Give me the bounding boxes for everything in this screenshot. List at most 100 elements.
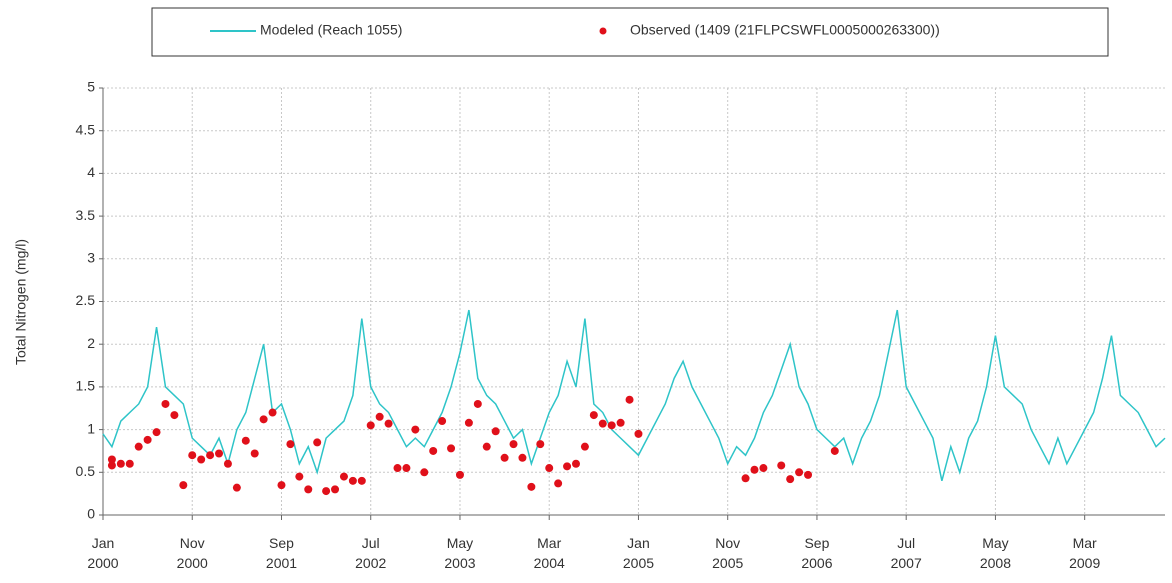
observed-point — [438, 417, 447, 426]
observed-point — [625, 395, 634, 404]
y-tick-label: 2.5 — [76, 292, 96, 308]
observed-point — [750, 465, 759, 474]
observed-point — [571, 459, 580, 468]
x-tick-label: May 2003 — [444, 535, 476, 571]
modeled-line — [102, 309, 1166, 482]
observed-point — [500, 453, 509, 462]
observed-point — [518, 453, 527, 462]
x-tick-label: Nov 2005 — [712, 535, 744, 571]
y-axis-label: Total Nitrogen (mg/l) — [13, 239, 29, 365]
observed-point — [509, 440, 518, 449]
observed-point — [295, 472, 304, 481]
observed-point — [455, 470, 464, 479]
observed-point — [313, 438, 322, 447]
observed-point — [170, 411, 179, 420]
observed-point — [447, 444, 456, 453]
observed-point — [411, 425, 420, 434]
observed-point — [741, 474, 750, 483]
y-tick-label: 0.5 — [76, 463, 96, 479]
observed-point — [250, 449, 259, 458]
legend-swatch — [599, 27, 607, 35]
observed-point — [759, 464, 768, 473]
y-tick-label: 1.5 — [76, 378, 96, 394]
observed-point — [554, 479, 563, 488]
observed-point — [393, 464, 402, 473]
observed-point — [259, 415, 268, 424]
observed-point — [143, 435, 152, 444]
observed-point — [589, 411, 598, 420]
observed-point — [580, 442, 589, 451]
observed-point — [464, 418, 473, 427]
observed-point — [527, 482, 536, 491]
x-tick-label: Jul 2002 — [355, 535, 387, 571]
observed-point — [384, 419, 393, 428]
x-tick-label: Mar 2004 — [533, 535, 565, 571]
observed-point — [286, 440, 295, 449]
observed-point — [563, 462, 572, 471]
x-tick-label: Jan 2000 — [87, 535, 119, 571]
observed-point — [795, 468, 804, 477]
observed-point — [339, 472, 348, 481]
observed-point — [107, 455, 116, 464]
y-tick-label: 3 — [87, 250, 95, 266]
observed-point — [634, 429, 643, 438]
observed-point — [223, 459, 232, 468]
y-tick-label: 5 — [87, 79, 95, 95]
x-tick-label: Mar 2009 — [1069, 535, 1101, 571]
observed-point — [830, 446, 839, 455]
observed-point — [357, 476, 366, 485]
observed-point — [375, 412, 384, 421]
observed-point — [616, 418, 625, 427]
observed-point — [429, 446, 438, 455]
y-tick-label: 0 — [87, 506, 95, 522]
observed-point — [420, 468, 429, 477]
observed-point — [268, 408, 277, 417]
observed-point — [107, 461, 116, 470]
observed-point — [161, 399, 170, 408]
observed-point — [125, 459, 134, 468]
legend-label: Observed (1409 (21FLPCSWFL0005000263300)… — [630, 22, 940, 38]
observed-point — [366, 421, 375, 430]
observed-point — [277, 481, 286, 490]
observed-point — [482, 442, 491, 451]
observed-point — [215, 449, 224, 458]
observed-point — [179, 481, 188, 490]
observed-point — [197, 455, 206, 464]
y-tick-label: 2 — [87, 335, 95, 351]
observed-point — [491, 427, 500, 436]
observed-point — [331, 485, 340, 494]
observed-point — [116, 459, 125, 468]
observed-point — [804, 470, 813, 479]
y-tick-label: 4.5 — [76, 121, 96, 137]
observed-point — [188, 451, 197, 460]
x-tick-label: May 2008 — [979, 535, 1011, 571]
x-tick-label: Sep 2006 — [801, 535, 833, 571]
y-tick-label: 1 — [87, 420, 95, 436]
observed-point — [206, 451, 215, 460]
observed-point — [786, 475, 795, 484]
x-tick-label: Sep 2001 — [265, 535, 298, 571]
y-tick-label: 3.5 — [76, 207, 96, 223]
observed-point — [536, 440, 545, 449]
legend-box — [151, 7, 1109, 57]
observed-point — [232, 483, 241, 492]
legend-label: Modeled (Reach 1055) — [260, 22, 402, 38]
x-tick-label: Nov 2000 — [176, 535, 208, 571]
observed-point — [545, 464, 554, 473]
x-tick-label: Jan 2005 — [622, 535, 655, 571]
observed-point — [322, 487, 331, 496]
y-tick-label: 4 — [87, 164, 95, 180]
observed-point — [598, 419, 607, 428]
observed-point — [402, 464, 411, 473]
observed-point — [607, 421, 616, 430]
observed-point — [473, 399, 482, 408]
x-tick-label: Jul 2007 — [890, 535, 922, 571]
observed-point — [241, 436, 250, 445]
observed-point — [304, 485, 313, 494]
observed-point — [152, 428, 161, 437]
observed-point — [134, 442, 143, 451]
observed-point — [348, 476, 357, 485]
observed-point — [777, 461, 786, 470]
